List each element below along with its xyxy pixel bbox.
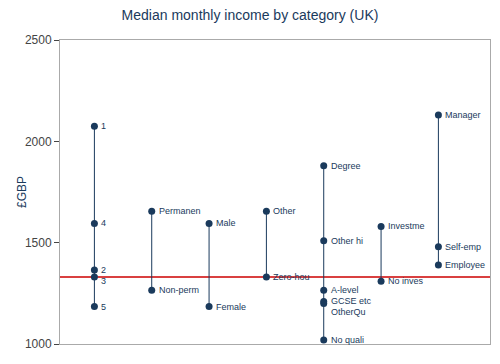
svg-text:5: 5 [101, 302, 106, 312]
svg-text:OtherQu: OtherQu [331, 307, 366, 317]
svg-text:2500: 2500 [25, 33, 52, 47]
svg-text:3: 3 [101, 276, 106, 286]
svg-text:4: 4 [101, 218, 106, 228]
svg-text:Investme: Investme [388, 221, 425, 231]
svg-text:Non-perm: Non-perm [159, 285, 199, 295]
svg-text:£GBP: £GBP [15, 176, 29, 208]
svg-text:A-level: A-level [331, 285, 359, 295]
svg-text:GCSE etc: GCSE etc [331, 296, 372, 306]
svg-text:No inves: No inves [388, 276, 424, 286]
svg-text:Female: Female [216, 302, 246, 312]
svg-text:Other hi: Other hi [331, 236, 363, 246]
svg-text:2: 2 [101, 265, 106, 275]
svg-text:Permanen: Permanen [159, 206, 201, 216]
svg-text:Self-emp: Self-emp [445, 242, 481, 252]
svg-text:Degree: Degree [331, 161, 361, 171]
svg-text:1: 1 [101, 121, 106, 131]
svg-text:Male: Male [216, 218, 236, 228]
svg-text:2000: 2000 [25, 135, 52, 149]
svg-text:1000: 1000 [25, 337, 52, 351]
svg-text:No quali: No quali [331, 335, 364, 345]
svg-text:Employee: Employee [445, 260, 485, 270]
svg-text:1500: 1500 [25, 236, 52, 250]
svg-text:Median monthly income by categ: Median monthly income by category (UK) [122, 7, 379, 23]
svg-text:Manager: Manager [445, 110, 481, 120]
svg-text:Other: Other [273, 206, 296, 216]
svg-text:Zero-hou: Zero-hou [273, 272, 310, 282]
